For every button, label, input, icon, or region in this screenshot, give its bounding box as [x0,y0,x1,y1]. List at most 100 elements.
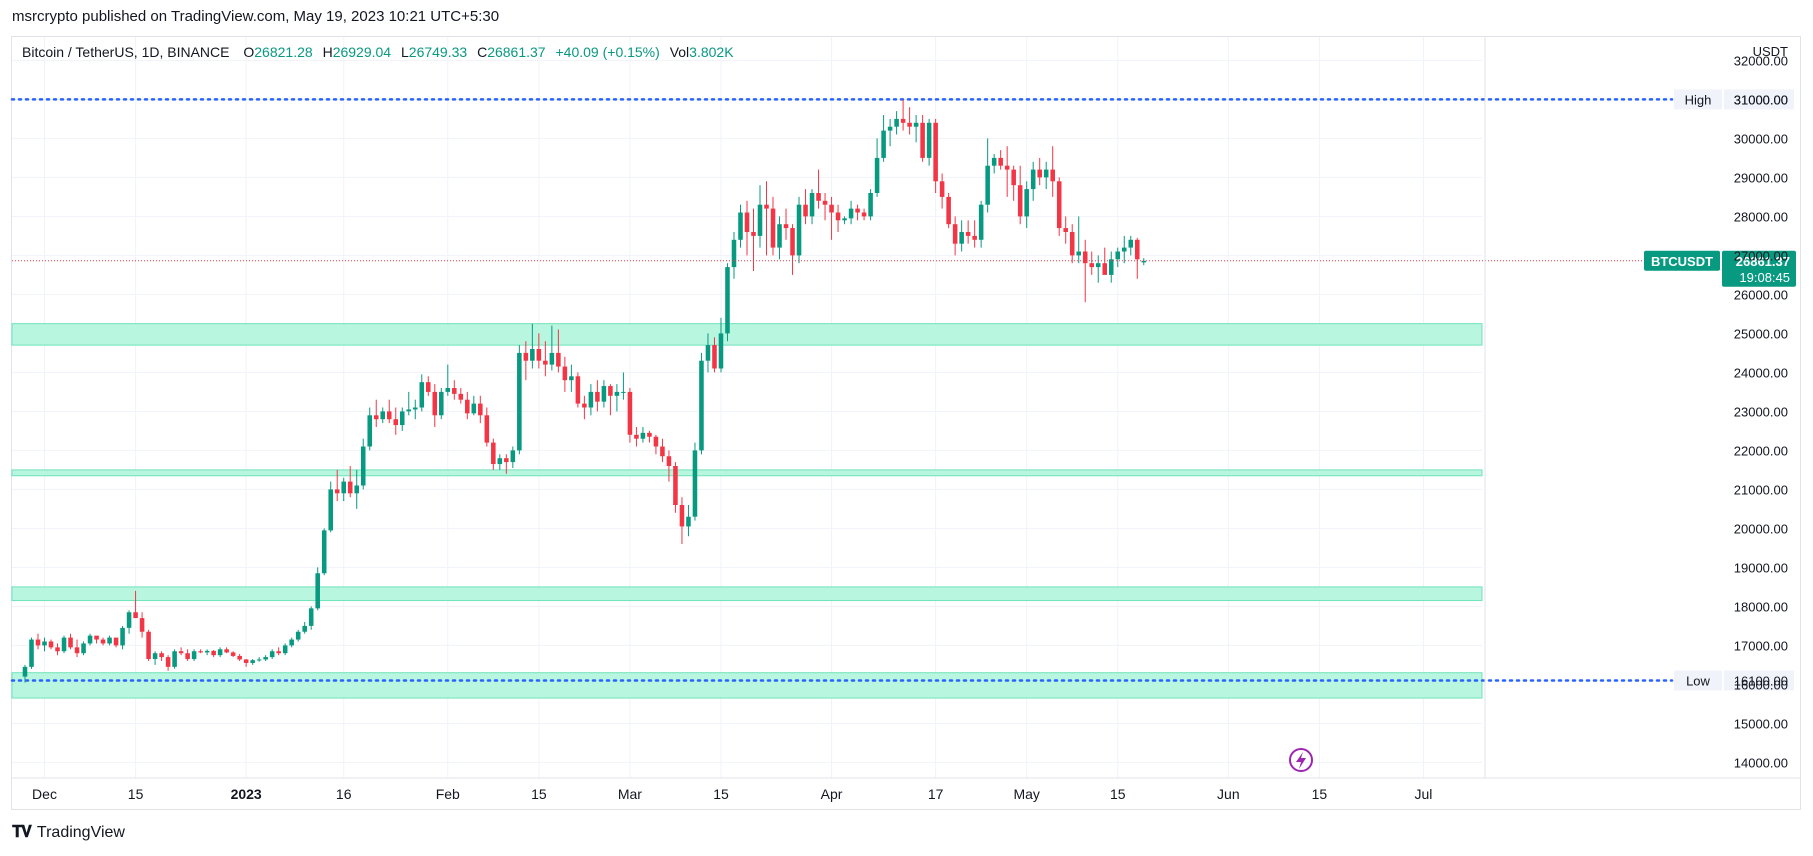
level-label: High [1685,92,1712,107]
high-value: 26929.04 [332,44,392,60]
candle [113,637,119,648]
y-tick-label: 20000.00 [1734,521,1788,536]
candle-body [172,651,177,667]
candle [725,263,730,342]
symbol-legend: Bitcoin / TetherUS, 1D, BINANCE O26821.2… [22,44,740,60]
candle [308,606,314,630]
candle [120,625,125,650]
countdown-label: 19:08:45 [1739,270,1790,285]
candle [204,649,210,656]
candle-body [1063,228,1068,232]
high-low-levels: High 31000.00 Low 16100.00 [10,89,1794,691]
candle [939,173,945,209]
y-tick-label: 28000.00 [1734,209,1788,224]
y-tick-label: 27000.00 [1734,248,1788,263]
candle-body [907,122,912,127]
candle-body [452,388,457,394]
candle-body [94,635,99,640]
candle-body [1141,260,1147,263]
candle [900,99,906,131]
candle-body [1056,181,1062,229]
candle [282,643,288,656]
candle-body [269,651,275,658]
candle-body [360,446,366,486]
x-tick-label: 15 [128,786,144,802]
footer-branding[interactable]: 𝐓𝐕 TradingView [12,824,125,842]
candle-body [217,649,223,656]
candle-body [471,403,477,414]
candle-body [673,466,678,505]
candle-body [783,224,789,229]
zone-rect [11,323,1483,346]
candle-body [647,432,652,437]
candle [523,341,529,381]
candle [393,407,399,435]
candle-body [952,224,958,244]
candle-body [718,333,724,369]
candle [61,635,67,654]
candle [881,115,886,162]
candle [770,196,776,256]
candle [991,154,997,174]
candle [556,329,561,373]
candle [627,388,633,443]
candle-body [426,382,431,392]
open-value: 26821.28 [254,44,313,60]
candle-body [933,122,938,182]
candle-body [764,204,769,209]
x-tick-label: Apr [821,786,843,802]
candle-body [712,345,717,369]
candle [185,649,190,661]
candle-body [770,208,776,248]
candle-body [972,235,977,240]
candle [510,446,516,468]
candle [894,111,899,135]
level-value-box [1724,89,1794,110]
candle [887,118,893,147]
candle [978,200,984,248]
candle-body [61,637,67,652]
candle [907,107,912,135]
candle [1115,247,1121,268]
candle [406,391,412,416]
level-value-label: 31000.00 [1734,92,1788,107]
chart-frame[interactable] [11,36,1801,810]
candle-body [738,212,743,240]
candle-body [126,612,132,628]
candle-body [224,649,229,653]
alert-icon[interactable] [1289,748,1313,772]
currency-label: USDT [1753,44,1788,59]
candle [491,438,496,470]
x-tick-label: 16 [336,786,352,802]
candle-body [478,403,483,416]
candle [315,567,320,611]
candle-body [139,618,145,632]
candle [1128,235,1134,256]
candle-body [744,212,750,232]
symbol-name[interactable]: Bitcoin / TetherUS, 1D, BINANCE [22,44,230,60]
candle [165,655,171,671]
candle [250,659,255,665]
candle [334,469,340,502]
candle-body [627,391,633,435]
candle-body [985,165,990,205]
candle-body [504,458,509,463]
y-tick-label: 23000.00 [1734,404,1788,419]
candle [751,208,756,271]
candle [48,639,54,650]
candle-body [835,212,841,221]
y-tick-label: 31000.00 [1734,92,1788,107]
level-label-box [1674,670,1722,691]
candle-body [465,399,470,414]
candle-body [256,659,262,661]
candle-body [705,345,711,361]
candle [321,528,327,576]
published-by-line: msrcrypto published on TradingView.com, … [12,8,500,25]
candle-body [185,653,190,660]
candle [1121,235,1127,264]
candle [913,115,919,143]
candle [699,352,704,455]
candle-body [334,489,340,494]
candle [386,399,392,424]
